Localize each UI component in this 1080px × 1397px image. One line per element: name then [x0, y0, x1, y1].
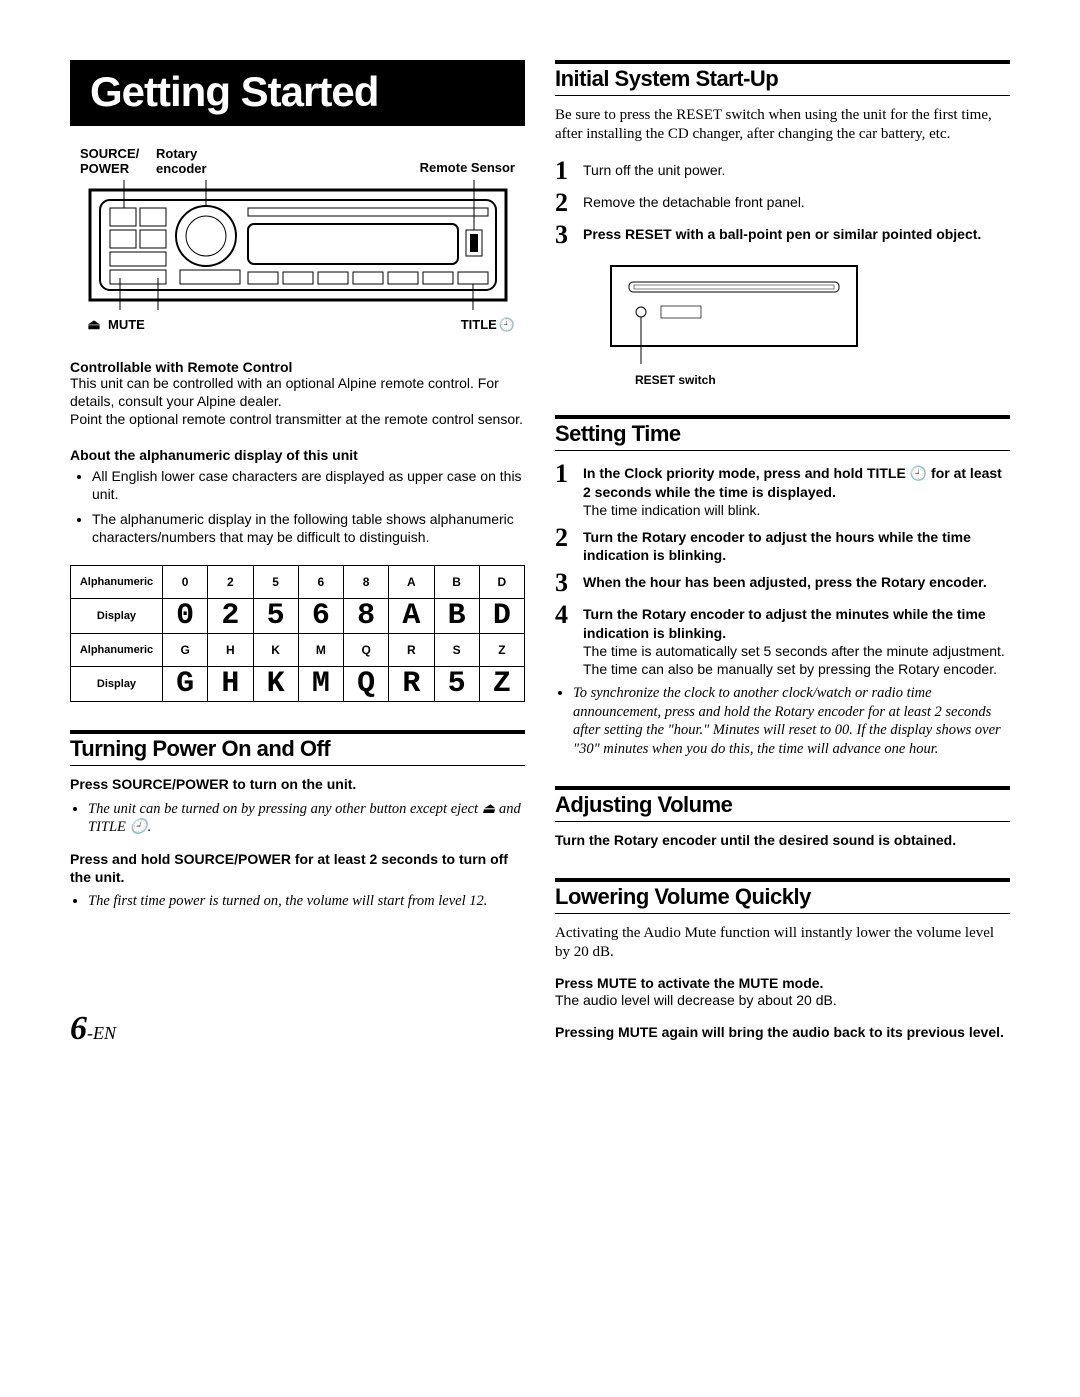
- clock-icon: 🕘: [499, 317, 515, 333]
- lowering-sub-1: The audio level will decrease by about 2…: [555, 992, 1010, 1010]
- alpha-display-bullets: All English lower case characters are di…: [70, 467, 525, 547]
- alpha-cell: D: [479, 565, 524, 598]
- alpha-cell: A: [389, 565, 434, 598]
- remote-control-text-2: Point the optional remote control transm…: [70, 411, 525, 429]
- seg-cell: B: [434, 598, 479, 633]
- volume-text: Turn the Rotary encoder until the desire…: [555, 832, 1010, 850]
- seg-cell: 5: [253, 598, 298, 633]
- time-steps: 1 In the Clock priority mode, press and …: [555, 461, 1010, 678]
- label-rotary-encoder: Rotary encoder: [156, 146, 271, 176]
- section-volume: Adjusting Volume: [555, 786, 1010, 822]
- lowering-intro: Activating the Audio Mute function will …: [555, 924, 1010, 962]
- seg-cell: Z: [479, 666, 524, 701]
- table-label-display-1: Display: [71, 598, 163, 633]
- seg-cell: M: [298, 666, 343, 701]
- seg-cell: K: [253, 666, 298, 701]
- reset-diagram: RESET switch: [609, 264, 1010, 387]
- remote-control-text-1: This unit can be controlled with an opti…: [70, 375, 525, 411]
- alpha-cell: 5: [253, 565, 298, 598]
- startup-intro: Be sure to press the RESET switch when u…: [555, 106, 1010, 144]
- seg-cell: 2: [208, 598, 253, 633]
- alpha-cell: B: [434, 565, 479, 598]
- time-note-list: To synchronize the clock to another cloc…: [555, 684, 1010, 758]
- label-source-power: SOURCE/ POWER: [80, 146, 156, 176]
- seg-cell: R: [389, 666, 434, 701]
- table-label-alpha-1: Alphanumeric: [71, 565, 163, 598]
- diagram-top-labels: SOURCE/ POWER Rotary encoder Remote Sens…: [70, 146, 525, 176]
- lowering-press-2: Pressing MUTE again will bring the audio…: [555, 1024, 1010, 1042]
- power-note-2-list: The first time power is turned on, the v…: [70, 892, 525, 911]
- seg-cell: H: [208, 666, 253, 701]
- section-lowering: Lowering Volume Quickly: [555, 878, 1010, 914]
- alpha-cell: M: [298, 633, 343, 666]
- seg-cell: 5: [434, 666, 479, 701]
- alpha-bullet-2: The alphanumeric display in the followin…: [92, 510, 525, 547]
- alpha-display-heading: About the alphanumeric display of this u…: [70, 447, 525, 463]
- startup-step-1: 1 Turn off the unit power.: [555, 158, 1010, 184]
- seg-cell: D: [479, 598, 524, 633]
- table-label-display-2: Display: [71, 666, 163, 701]
- time-sync-note: To synchronize the clock to another cloc…: [573, 684, 1010, 758]
- alpha-cell: Q: [344, 633, 389, 666]
- table-label-alpha-2: Alphanumeric: [71, 633, 163, 666]
- alpha-cell: H: [208, 633, 253, 666]
- alpha-cell: R: [389, 633, 434, 666]
- section-startup: Initial System Start-Up: [555, 60, 1010, 96]
- time-step-2: 2 Turn the Rotary encoder to adjust the …: [555, 525, 1010, 564]
- reset-label: RESET switch: [635, 373, 1010, 387]
- label-remote-sensor: Remote Sensor: [420, 146, 515, 176]
- alpha-cell: G: [163, 633, 208, 666]
- alpha-cell: 0: [163, 565, 208, 598]
- alpha-cell: 6: [298, 565, 343, 598]
- label-mute: MUTE: [108, 317, 168, 332]
- lowering-press-1: Press MUTE to activate the MUTE mode.: [555, 975, 1010, 993]
- time-step-3: 3 When the hour has been adjusted, press…: [555, 570, 1010, 596]
- label-title: TITLE: [461, 317, 497, 332]
- main-heading-box: Getting Started: [70, 60, 525, 126]
- manual-page: Getting Started SOURCE/ POWER Rotary enc…: [0, 0, 1080, 1072]
- time-step-1: 1 In the Clock priority mode, press and …: [555, 461, 1010, 519]
- seg-cell: 6: [298, 598, 343, 633]
- alpha-cell: K: [253, 633, 298, 666]
- alpha-cell: S: [434, 633, 479, 666]
- head-unit-diagram: [88, 180, 508, 310]
- power-note-1: The unit can be turned on by pressing an…: [88, 800, 525, 837]
- startup-step-3: 3 Press RESET with a ball-point pen or s…: [555, 222, 1010, 248]
- section-setting-time: Setting Time: [555, 415, 1010, 451]
- time-step-4: 4 Turn the Rotary encoder to adjust the …: [555, 602, 1010, 678]
- seg-cell: A: [389, 598, 434, 633]
- startup-steps: 1 Turn off the unit power. 2 Remove the …: [555, 158, 1010, 248]
- section-power: Turning Power On and Off: [70, 730, 525, 766]
- eject-icon: ⏏: [80, 316, 108, 333]
- startup-step-2: 2 Remove the detachable front panel.: [555, 190, 1010, 216]
- alpha-cell: 2: [208, 565, 253, 598]
- main-heading: Getting Started: [90, 68, 378, 115]
- seg-cell: Q: [344, 666, 389, 701]
- alphanumeric-table: Alphanumeric 0 2 5 6 8 A B D Display 0 2…: [70, 565, 525, 702]
- right-column: Initial System Start-Up Be sure to press…: [555, 60, 1010, 1042]
- page-number: 6-EN: [70, 1010, 116, 1048]
- seg-cell: 8: [344, 598, 389, 633]
- remote-control-heading: Controllable with Remote Control: [70, 359, 525, 375]
- power-press-2: Press and hold SOURCE/POWER for at least…: [70, 851, 525, 887]
- diagram-bottom-labels: ⏏ MUTE TITLE 🕘: [70, 316, 525, 347]
- power-press-1: Press SOURCE/POWER to turn on the unit.: [70, 776, 525, 794]
- seg-cell: G: [163, 666, 208, 701]
- alpha-bullet-1: All English lower case characters are di…: [92, 467, 525, 504]
- seg-cell: 0: [163, 598, 208, 633]
- power-note-2: The first time power is turned on, the v…: [88, 892, 525, 911]
- alpha-cell: 8: [344, 565, 389, 598]
- power-note-1-list: The unit can be turned on by pressing an…: [70, 800, 525, 837]
- left-column: Getting Started SOURCE/ POWER Rotary enc…: [70, 60, 525, 1042]
- alpha-cell: Z: [479, 633, 524, 666]
